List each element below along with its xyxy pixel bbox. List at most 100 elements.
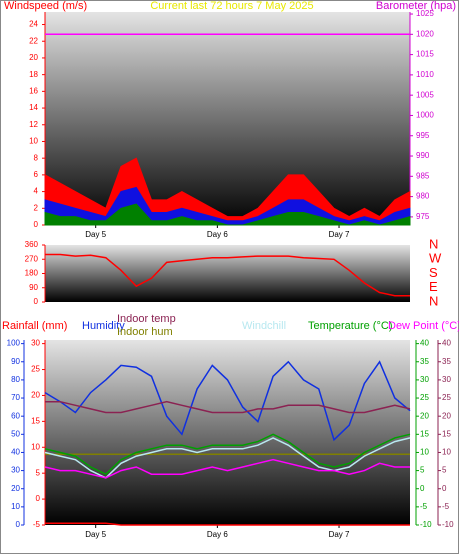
y-tick-label: 5 <box>442 466 447 475</box>
y-tick-label: 12 <box>29 120 38 129</box>
plot-bg-temperature <box>45 340 410 525</box>
y-tick-label: S <box>429 265 438 280</box>
legend-label: Indoor hum <box>117 326 173 338</box>
y-tick-label: 80 <box>11 375 20 384</box>
legend-label: Windchill <box>242 320 286 332</box>
y-tick-label: 0 <box>34 220 39 229</box>
y-tick-label: 25 <box>31 365 40 374</box>
series-line <box>45 253 410 297</box>
y-tick-label: 995 <box>416 131 430 140</box>
y-tick-label: 985 <box>416 171 430 180</box>
y-tick-label: 25 <box>420 393 429 402</box>
series-line <box>45 522 410 526</box>
chart-title: Current last 72 hours 7 May 2025 <box>150 0 313 12</box>
x-tick-label: Day 7 <box>329 230 350 239</box>
series-line <box>44 433 411 476</box>
y-tick-label: -5 <box>420 502 428 511</box>
y-tick-label: 14 <box>29 103 38 112</box>
y-tick-label: 30 <box>420 375 429 384</box>
x-tick-label: Day 5 <box>85 230 106 239</box>
y-tick-label: 5 <box>420 466 425 475</box>
y-tick-label: 10 <box>31 442 40 451</box>
y-tick-label: 2 <box>34 203 39 212</box>
y-tick-label: 1020 <box>416 29 434 38</box>
y-tick-label: N <box>429 293 438 308</box>
y-axis-label: Windspeed (m/s) <box>4 0 87 12</box>
x-tick-label: Day 6 <box>207 230 228 239</box>
y-tick-label: 20 <box>31 391 40 400</box>
y-tick-label: 980 <box>416 192 430 201</box>
y-tick-label: -5 <box>442 502 450 511</box>
y-tick-label: 0 <box>36 494 41 503</box>
y-tick-label: 975 <box>416 212 430 221</box>
y-tick-label: 10 <box>11 502 20 511</box>
legend-label: Dew Point (°C) <box>388 320 459 332</box>
y-tick-label: 40 <box>11 448 20 457</box>
y-tick-label: 20 <box>420 411 429 420</box>
y-tick-label: 10 <box>442 448 451 457</box>
series-area <box>44 203 411 226</box>
y-tick-label: 270 <box>25 254 39 263</box>
y-tick-label: 20 <box>11 484 20 493</box>
y-tick-label: 18 <box>29 70 38 79</box>
y-tick-label: 30 <box>31 339 40 348</box>
x-tick-label: Day 6 <box>207 530 228 539</box>
y-tick-label: 15 <box>31 416 40 425</box>
y-tick-label: -10 <box>420 520 432 529</box>
legend-label: Indoor temp <box>117 313 176 325</box>
legend-label: Temperature (°C) <box>308 320 392 332</box>
series-line <box>45 400 411 414</box>
y-tick-label: 10 <box>29 137 38 146</box>
y-tick-label: 4 <box>34 187 39 196</box>
y-tick-label: 10 <box>420 448 429 457</box>
y-tick-label: 360 <box>25 240 39 249</box>
y-tick-label: 1005 <box>416 90 434 99</box>
y-tick-label: 25 <box>442 393 451 402</box>
y-tick-label: 6 <box>34 170 39 179</box>
y-tick-label: 990 <box>416 151 430 160</box>
y-tick-label: 8 <box>34 153 39 162</box>
y-tick-label: -5 <box>33 520 41 529</box>
y-tick-label: 24 <box>29 20 38 29</box>
y-tick-label: 1000 <box>416 111 434 120</box>
y-tick-label: 90 <box>11 357 20 366</box>
plot-bg-wind <box>45 12 410 225</box>
y-tick-label: W <box>429 251 442 266</box>
y-tick-label: 20 <box>29 53 38 62</box>
y-tick-label: 180 <box>25 269 39 278</box>
y-tick-label: 70 <box>11 393 20 402</box>
y-tick-label: 0 <box>442 484 447 493</box>
x-tick-label: Day 7 <box>329 530 350 539</box>
y-tick-label: 30 <box>11 466 20 475</box>
y-tick-label: 1025 <box>416 9 434 18</box>
y-tick-label: 30 <box>442 375 451 384</box>
y-tick-label: 0 <box>16 520 21 529</box>
y-tick-label: 40 <box>442 339 451 348</box>
y-tick-label: 0 <box>34 297 39 306</box>
y-tick-label: 15 <box>420 429 429 438</box>
y-tick-label: 40 <box>420 339 429 348</box>
y-tick-label: N <box>429 236 438 251</box>
y-tick-label: E <box>429 279 438 294</box>
y-tick-label: 1015 <box>416 50 434 59</box>
series-line <box>44 360 411 442</box>
legend-label: Rainfall (mm) <box>2 320 67 332</box>
y-tick-label: 90 <box>29 283 38 292</box>
y-tick-label: 100 <box>7 339 21 348</box>
plot-bg-direction <box>45 245 410 302</box>
y-tick-label: 50 <box>11 429 20 438</box>
y-tick-label: 5 <box>36 468 41 477</box>
y-tick-label: -10 <box>442 520 454 529</box>
y-tick-label: 15 <box>442 429 451 438</box>
y-tick-label: 1010 <box>416 70 434 79</box>
series-line <box>44 458 410 479</box>
x-tick-label: Day 5 <box>85 530 106 539</box>
y-tick-label: 0 <box>420 484 425 493</box>
legend-label: Humidity <box>82 320 125 332</box>
y-tick-label: 60 <box>11 411 20 420</box>
y-tick-label: 22 <box>29 36 38 45</box>
y2-axis-label: Barometer (hpa) <box>376 0 456 12</box>
y-tick-label: 16 <box>29 86 38 95</box>
y-tick-label: 35 <box>420 357 429 366</box>
